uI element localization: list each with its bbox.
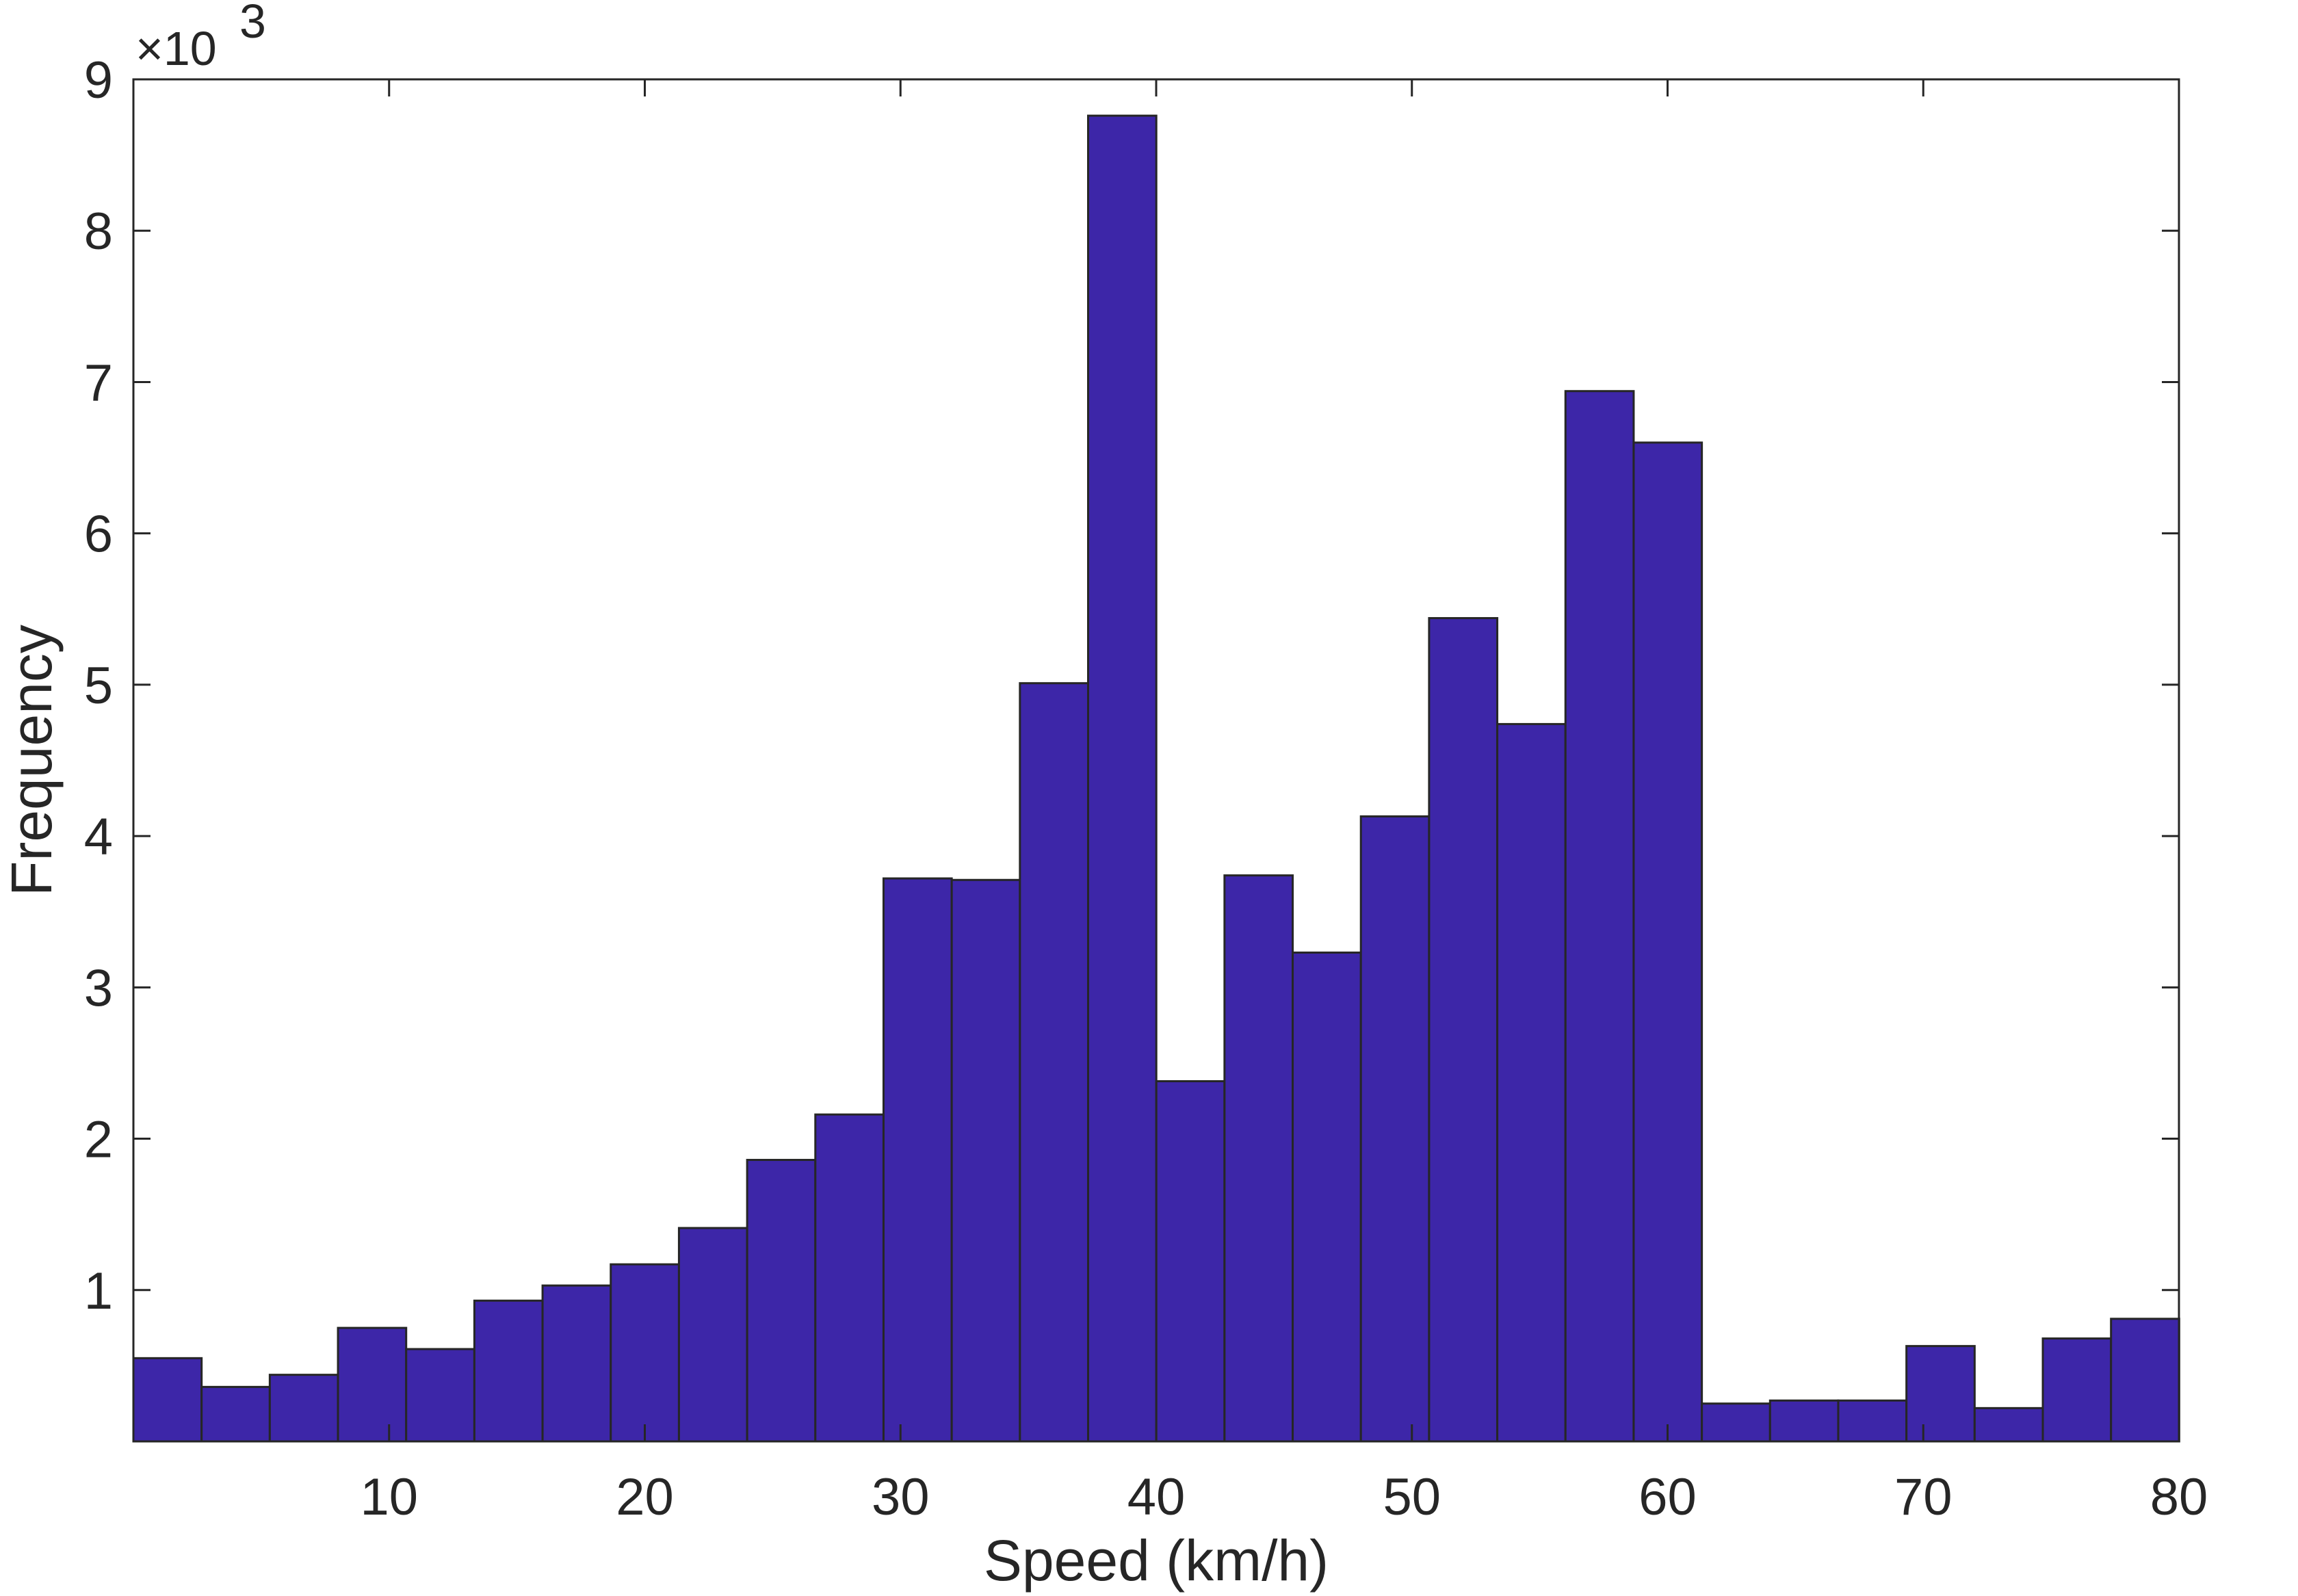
histogram-bar xyxy=(2110,1318,2180,1443)
y-tick-label: 5 xyxy=(84,657,113,715)
histogram-bar xyxy=(1905,1345,1976,1443)
histogram-bar xyxy=(1768,1399,1840,1443)
histogram-bar xyxy=(1632,441,1703,1443)
y-axis-label: Frequency xyxy=(0,625,64,896)
histogram-bar xyxy=(2041,1337,2113,1443)
histogram-bar xyxy=(746,1159,817,1443)
bars-group xyxy=(132,114,2180,1443)
y-tick-label: 4 xyxy=(84,808,113,866)
histogram-bar xyxy=(1087,114,1158,1443)
histogram-bar xyxy=(1292,951,1362,1443)
y-tick-label: 8 xyxy=(84,202,113,261)
x-tick-label: 70 xyxy=(1894,1468,1953,1526)
y-exponent-base: ×10 xyxy=(135,22,217,75)
histogram-bar xyxy=(337,1326,408,1443)
histogram-bar xyxy=(1564,390,1635,1443)
x-tick-label: 10 xyxy=(360,1468,418,1526)
y-tick-label: 1 xyxy=(84,1262,113,1320)
x-tick-label: 40 xyxy=(1127,1468,1186,1526)
histogram-bar xyxy=(1155,1080,1226,1443)
histogram-bar xyxy=(882,877,953,1443)
x-tick-label: 60 xyxy=(1638,1468,1697,1526)
histogram-bar xyxy=(1973,1407,2044,1443)
x-tick-labels: 10 20 30 40 50 60 70 80 xyxy=(360,1468,2208,1526)
x-axis-label: Speed (km/h) xyxy=(984,1528,1329,1593)
histogram-bar xyxy=(1701,1402,1771,1443)
y-tick-label: 9 xyxy=(84,51,113,109)
histogram-bar xyxy=(541,1284,612,1443)
x-tick-label: 30 xyxy=(872,1468,930,1526)
ticks-group xyxy=(133,78,2180,1441)
y-tick-label: 3 xyxy=(84,959,113,1017)
x-tick-label: 80 xyxy=(2150,1468,2208,1526)
y-tick-labels: 1 2 3 4 5 6 7 8 9 xyxy=(84,51,113,1320)
histogram-bar xyxy=(405,1348,475,1443)
histogram-bar xyxy=(268,1374,339,1443)
histogram-bar xyxy=(1019,682,1090,1443)
histogram-bar xyxy=(1223,874,1294,1443)
x-tick-label: 50 xyxy=(1383,1468,1441,1526)
y-tick-label: 2 xyxy=(84,1111,113,1169)
histogram-bar xyxy=(1428,617,1499,1443)
histogram-bar xyxy=(1837,1399,1908,1443)
y-exponent-power: 3 xyxy=(239,0,266,48)
plot-frame xyxy=(132,78,2180,1443)
histogram-bar xyxy=(200,1385,271,1443)
y-tick-label: 6 xyxy=(84,506,113,564)
histogram-bar xyxy=(610,1263,680,1443)
histogram-bar xyxy=(132,1357,203,1443)
histogram-bar xyxy=(814,1113,885,1443)
histogram-bar xyxy=(950,878,1021,1443)
histogram-bar xyxy=(677,1227,748,1443)
x-tick-label: 20 xyxy=(616,1468,674,1526)
histogram-bar xyxy=(1359,815,1431,1443)
histogram-bar xyxy=(1496,722,1567,1443)
histogram-bar xyxy=(473,1299,544,1443)
y-tick-label: 7 xyxy=(84,354,113,412)
